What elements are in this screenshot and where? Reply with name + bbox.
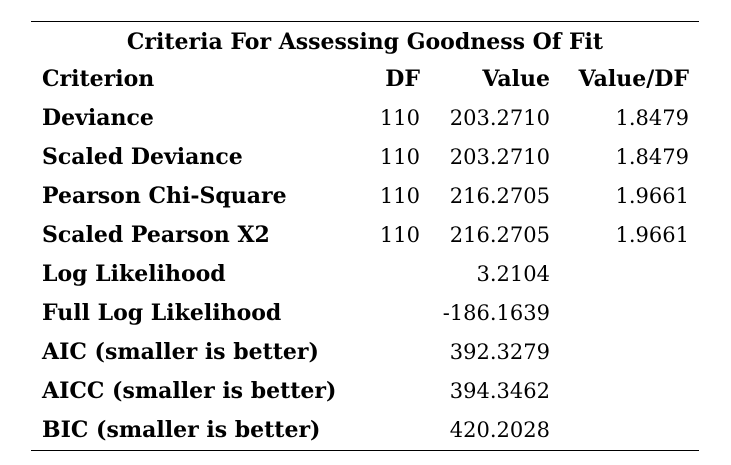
criterion-cell: BIC (smaller is better) (42, 417, 321, 443)
criterion-cell: Scaled Pearson X2 (42, 222, 270, 248)
criterion-cell: AIC (smaller is better) (42, 339, 319, 365)
criterion-cell: Log Likelihood (42, 261, 226, 287)
value-cell: 3.2104 (476, 262, 550, 286)
table-row: AIC (smaller is better) 392.3279 (0, 334, 731, 370)
table-row: Full Log Likelihood -186.1639 (0, 295, 731, 331)
table-title: Criteria For Assessing Goodness Of Fit (126, 29, 604, 55)
criterion-cell: Pearson Chi-Square (42, 183, 287, 209)
value-cell: 420.2028 (449, 418, 550, 442)
criterion-cell: AICC (smaller is better) (42, 378, 337, 404)
table-row: Deviance 110 203.2710 1.8479 (0, 100, 731, 136)
value-cell: 394.3462 (449, 379, 550, 403)
header-value-df: Value/DF (578, 66, 689, 92)
value-df-cell: 1.8479 (615, 106, 689, 130)
value-cell: 203.2710 (449, 106, 550, 130)
df-cell: 110 (379, 184, 420, 208)
value-cell: -186.1639 (442, 301, 550, 325)
value-df-cell: 1.8479 (615, 145, 689, 169)
header-df: DF (385, 66, 420, 92)
table-row: Scaled Deviance 110 203.2710 1.8479 (0, 139, 731, 175)
df-cell: 110 (379, 223, 420, 247)
table-header-row: Criterion DF Value Value/DF (0, 61, 731, 97)
table-row: Pearson Chi-Square 110 216.2705 1.9661 (0, 178, 731, 214)
table-top-rule (31, 21, 699, 22)
criterion-cell: Full Log Likelihood (42, 300, 282, 326)
df-cell: 110 (379, 145, 420, 169)
value-cell: 203.2710 (449, 145, 550, 169)
criterion-cell: Deviance (42, 105, 154, 131)
criterion-cell: Scaled Deviance (42, 144, 243, 170)
table-bottom-rule (31, 450, 699, 451)
value-cell: 216.2705 (449, 184, 550, 208)
table-row: Log Likelihood 3.2104 (0, 256, 731, 292)
table-row: Scaled Pearson X2 110 216.2705 1.9661 (0, 217, 731, 253)
header-value: Value (482, 66, 550, 92)
header-criterion: Criterion (42, 66, 155, 92)
value-df-cell: 1.9661 (615, 223, 689, 247)
value-cell: 216.2705 (449, 223, 550, 247)
table-row: BIC (smaller is better) 420.2028 (0, 412, 731, 448)
df-cell: 110 (379, 106, 420, 130)
table-row: AICC (smaller is better) 394.3462 (0, 373, 731, 409)
value-cell: 392.3279 (449, 340, 550, 364)
value-df-cell: 1.9661 (615, 184, 689, 208)
